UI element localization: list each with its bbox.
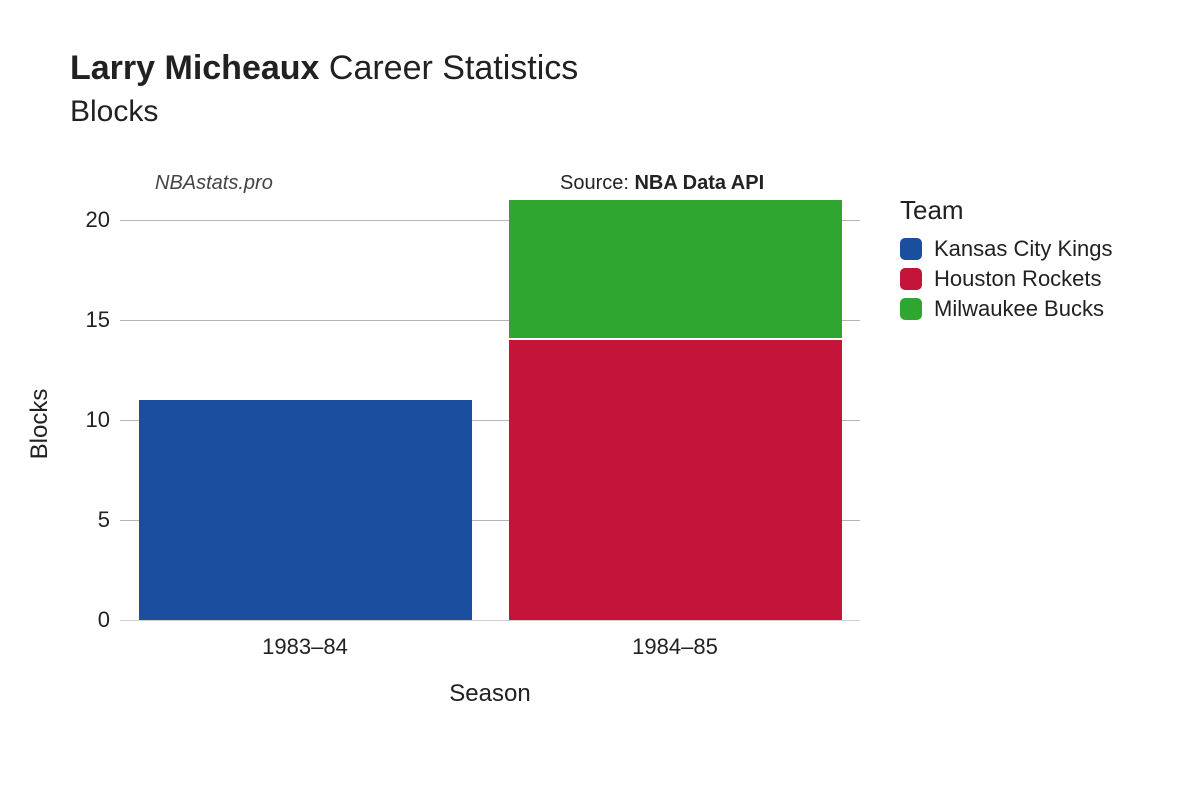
bar-segment <box>139 400 472 620</box>
title-bold: Larry Micheaux <box>70 49 319 87</box>
watermark-text: NBAstats.pro <box>155 172 273 195</box>
chart-title-line1: Larry Micheaux Career Statistics <box>70 48 578 89</box>
baseline <box>120 620 860 621</box>
source-value: NBA Data API <box>634 172 764 194</box>
legend-items: Kansas City Kings Houston Rockets Milwauke… <box>900 236 1113 322</box>
legend-label: Houston Rockets <box>934 266 1102 292</box>
legend-label: Kansas City Kings <box>934 236 1113 262</box>
y-tick-label: 20 <box>70 207 110 233</box>
bar-segment <box>509 200 842 338</box>
x-axis-title: Season <box>449 680 530 708</box>
y-tick-label: 15 <box>70 307 110 333</box>
y-tick-label: 0 <box>70 607 110 633</box>
x-tick-label: 1983–84 <box>262 634 348 660</box>
y-tick-label: 10 <box>70 407 110 433</box>
legend-label: Milwaukee Bucks <box>934 296 1104 322</box>
chart-canvas: Larry Micheaux Career Statistics Blocks … <box>0 0 1200 800</box>
legend-item: Milwaukee Bucks <box>900 296 1113 322</box>
y-tick-label: 5 <box>70 507 110 533</box>
legend-swatch <box>900 298 922 320</box>
legend-item: Houston Rockets <box>900 266 1113 292</box>
title-rest: Career Statistics <box>319 49 578 87</box>
chart-plot-area: 051015201983–841984–85 <box>120 200 860 620</box>
legend-item: Kansas City Kings <box>900 236 1113 262</box>
bar-segment <box>509 340 842 620</box>
legend-swatch <box>900 238 922 260</box>
x-tick-label: 1984–85 <box>632 634 718 660</box>
source-label: Source: <box>560 172 634 194</box>
legend: Team Kansas City Kings Houston Rockets Mil… <box>900 195 1113 322</box>
legend-title: Team <box>900 195 1113 226</box>
chart-subtitle: Blocks <box>70 95 578 129</box>
legend-swatch <box>900 268 922 290</box>
y-axis-title: Blocks <box>26 389 54 460</box>
source-attribution: Source: NBA Data API <box>560 172 764 195</box>
chart-title-block: Larry Micheaux Career Statistics Blocks <box>70 48 578 129</box>
